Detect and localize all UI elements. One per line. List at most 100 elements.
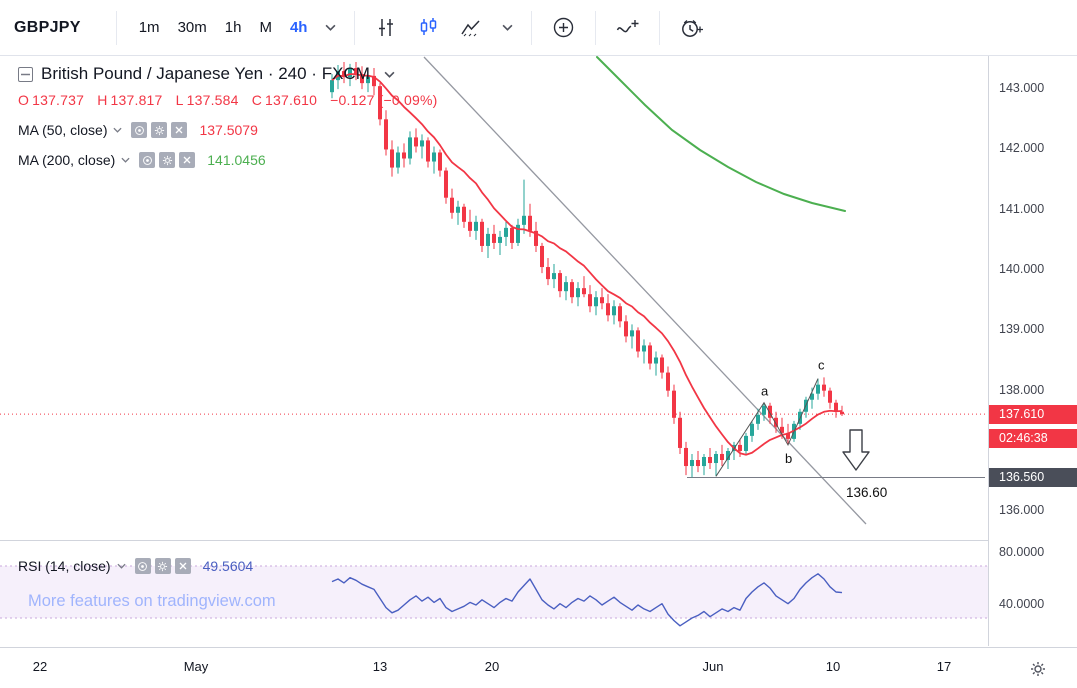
axis-settings-gear-icon[interactable] — [1024, 655, 1052, 686]
compare-add-icon[interactable] — [541, 10, 586, 45]
time-tick-13: 13 — [372, 659, 388, 674]
indicators-icon[interactable] — [450, 11, 493, 44]
candle-body — [744, 435, 748, 451]
title-chevron-icon[interactable] — [384, 71, 395, 78]
candle-body — [750, 423, 754, 436]
candle-body — [708, 456, 712, 464]
candle-body — [612, 306, 616, 316]
interval-menu-chevron-icon[interactable] — [316, 20, 345, 35]
ohlc-close-label: C — [251, 92, 263, 108]
candle-body — [486, 233, 490, 246]
candle-body — [528, 215, 532, 231]
candle-body — [360, 74, 364, 84]
candle-body — [558, 273, 562, 292]
candle-body — [348, 68, 352, 78]
candle-body — [342, 71, 346, 78]
interval-group: 1m 30m 1h M 4h — [130, 13, 317, 42]
chart-title[interactable]: British Pound / Japanese Yen · 240 · FXC… — [41, 64, 370, 83]
candle-body — [786, 432, 790, 439]
rsi-chevron-icon[interactable] — [117, 563, 126, 569]
candle-body — [462, 206, 466, 222]
ma50-eye-icon[interactable] — [131, 122, 148, 138]
candle-body — [810, 393, 814, 400]
chart-canvas[interactable]: a b c 136.60 — [0, 0, 988, 647]
bar-countdown-label: 02:46:38 — [989, 429, 1077, 449]
ma200-settings-icon[interactable] — [159, 152, 176, 168]
candle-body — [618, 306, 622, 322]
toolbar-separator — [115, 10, 117, 45]
tradingview-promo-link[interactable]: More features on tradingview.com — [28, 592, 276, 610]
toolbar-separator — [531, 10, 533, 45]
candle-body — [384, 119, 388, 150]
interval-button-30m[interactable]: 30m — [169, 13, 216, 42]
pane-divider[interactable] — [0, 540, 1077, 541]
candle-body — [684, 447, 688, 467]
ohlc-open-value: 137.737 — [32, 92, 85, 108]
candle-body — [540, 245, 544, 268]
candle-body — [450, 197, 454, 213]
rsi-eye-icon[interactable] — [134, 558, 151, 574]
candle-body — [396, 152, 400, 168]
candle-body — [498, 236, 502, 243]
candle-body — [534, 230, 538, 246]
collapse-pane-icon[interactable] — [18, 66, 33, 82]
candle-body — [720, 453, 724, 461]
down-arrow-annotation — [842, 429, 870, 471]
ma200-delete-icon[interactable] — [179, 152, 196, 168]
rsi-legend-row: RSI (14, close) 49.5604 — [18, 558, 253, 574]
rsi-label[interactable]: RSI (14, close) — [18, 558, 111, 574]
interval-button-M[interactable]: M — [250, 13, 281, 42]
candle-body — [600, 297, 604, 304]
chart-style-candles-icon[interactable] — [407, 11, 450, 44]
rsi-value: 49.5604 — [202, 558, 254, 574]
candle-body — [696, 460, 700, 467]
candle-body — [426, 140, 430, 162]
candle-body — [822, 384, 826, 391]
candle-body — [714, 453, 718, 464]
symbol-button[interactable]: GBPJPY — [14, 19, 107, 37]
curve-plus-icon[interactable] — [605, 10, 650, 45]
candle-body — [672, 390, 676, 418]
candle-body — [402, 152, 406, 159]
candle-body — [636, 330, 640, 352]
candle-body — [444, 170, 448, 198]
candle-body — [588, 294, 592, 307]
interval-button-1h[interactable]: 1h — [216, 13, 251, 42]
interval-button-1m[interactable]: 1m — [130, 13, 169, 42]
rsi-tick: 40.0000 — [999, 597, 1045, 611]
time-axis[interactable]: 22 May 13 20 Jun 10 17 — [0, 647, 1077, 688]
candle-body — [420, 140, 424, 147]
toolbar-separator — [595, 10, 597, 45]
candle-body — [762, 405, 766, 415]
candle-body — [690, 460, 694, 467]
candle-body — [774, 417, 778, 427]
candle-body — [648, 345, 652, 364]
trendline — [423, 56, 867, 525]
rsi-delete-icon[interactable] — [174, 558, 191, 574]
candle-body — [522, 215, 526, 225]
wave-label-b: b — [785, 451, 792, 466]
ma50-chevron-icon[interactable] — [113, 127, 123, 133]
candle-body — [834, 402, 838, 412]
candle-body — [516, 224, 520, 243]
ma200-chevron-icon[interactable] — [121, 157, 130, 163]
candle-body — [642, 345, 646, 352]
toolbar-separator — [354, 10, 356, 45]
ohlc-high-value: 137.817 — [110, 92, 163, 108]
bar-settings-icon[interactable] — [364, 11, 407, 44]
ma50-settings-icon[interactable] — [151, 122, 168, 138]
interval-button-4h[interactable]: 4h — [281, 13, 317, 42]
candle-body — [702, 456, 706, 467]
rsi-settings-icon[interactable] — [154, 558, 171, 574]
ma50-label[interactable]: MA (50, close) — [18, 122, 108, 138]
legend-title-row: British Pound / Japanese Yen · 240 · FXC… — [18, 64, 440, 84]
ma200-eye-icon[interactable] — [139, 152, 156, 168]
candle-body — [408, 137, 412, 159]
ma200-value: 141.0456 — [207, 152, 266, 168]
rsi-tick: 80.0000 — [999, 545, 1045, 559]
alert-clock-icon[interactable] — [669, 10, 714, 45]
ma200-label[interactable]: MA (200, close) — [18, 152, 116, 168]
indicators-chevron-icon[interactable] — [493, 20, 522, 35]
price-axis[interactable]: 143.000 142.000 141.000 140.000 139.000 138.0… — [988, 56, 1077, 646]
ma50-delete-icon[interactable] — [171, 122, 188, 138]
